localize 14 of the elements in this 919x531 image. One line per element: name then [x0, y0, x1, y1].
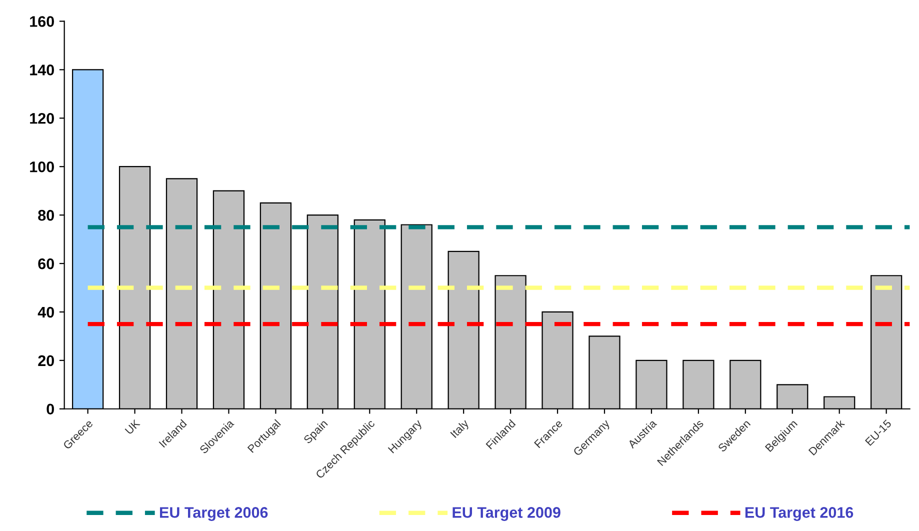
- y-tick-label: 20: [38, 355, 54, 366]
- y-tick-label: 100: [30, 161, 54, 172]
- x-tick-label: Italy: [450, 418, 471, 440]
- y-tick-label: 60: [38, 258, 54, 270]
- y-tick-label: 80: [38, 210, 54, 221]
- legend-label: EU Target 2016: [745, 507, 854, 521]
- y-tick-label: 120: [30, 113, 54, 124]
- legend-label: EU Target 2006: [160, 507, 268, 521]
- y-tick-label: 0: [46, 404, 54, 415]
- x-tick-label: UK: [124, 418, 140, 435]
- legend-label: EU Target 2009: [452, 507, 560, 521]
- y-tick-label: 40: [38, 306, 54, 318]
- y-tick-label: 160: [30, 16, 54, 27]
- y-tick-label: 140: [30, 64, 54, 76]
